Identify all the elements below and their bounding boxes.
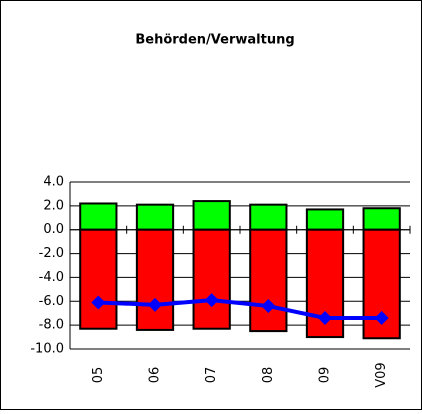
bar — [135, 228, 175, 331]
marker — [204, 293, 219, 308]
bar — [192, 228, 231, 330]
chart-title: Behörden/Verwaltung — [135, 33, 294, 48]
bar — [79, 228, 118, 330]
bar — [362, 207, 401, 231]
marker — [261, 299, 276, 314]
marker — [148, 297, 162, 312]
x-tick-label: 06 — [148, 367, 163, 384]
x-tick-label: 05 — [91, 367, 106, 384]
bar — [192, 200, 231, 231]
x-tick-label: 07 — [204, 367, 219, 384]
y-tick-label: 0.0 — [43, 222, 64, 237]
line — [98, 298, 382, 320]
y-tick-label: -2.0 — [39, 246, 64, 261]
marker — [374, 310, 389, 325]
bar — [249, 228, 288, 333]
bar — [79, 202, 118, 231]
x-tick-label: 09 — [318, 367, 333, 384]
y-tick-label: -4.0 — [39, 270, 64, 285]
marker — [318, 310, 332, 325]
bar — [305, 208, 345, 231]
bar — [249, 203, 288, 231]
y-tick-label: -8.0 — [39, 318, 64, 333]
y-tick-label: 2.0 — [43, 198, 64, 213]
x-tick-label: 08 — [261, 367, 276, 384]
y-tick-label: -10.0 — [30, 342, 64, 357]
y-tick-label: 4.0 — [43, 175, 64, 190]
x-tick-label: V09 — [374, 362, 389, 387]
marker — [91, 295, 106, 310]
bar — [135, 203, 175, 231]
y-tick-label: -6.0 — [39, 294, 64, 309]
